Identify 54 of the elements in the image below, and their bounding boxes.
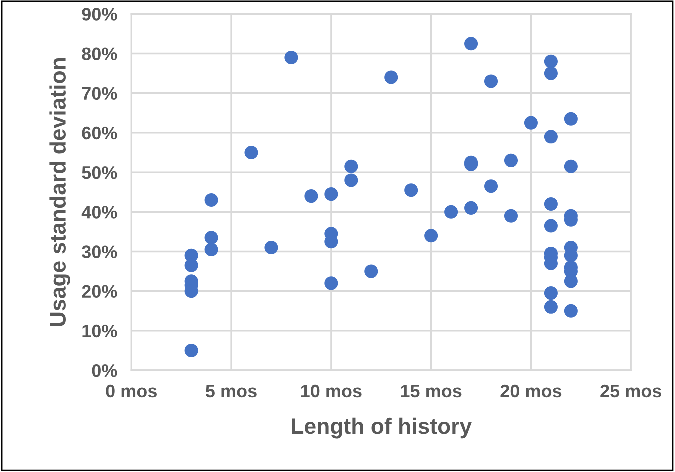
point [324, 276, 338, 290]
y-tick-label: 30% [82, 246, 118, 258]
point [204, 231, 218, 245]
point [544, 54, 558, 68]
point [464, 37, 478, 51]
point [344, 174, 358, 188]
point [504, 154, 518, 168]
point [184, 258, 198, 272]
point [204, 193, 218, 208]
point [544, 286, 558, 300]
y-tick-label: 10% [82, 324, 118, 338]
y-tick-label: 0% [92, 364, 118, 378]
x-tick-label: 15 mos [401, 385, 462, 398]
y-tick-label: 90% [82, 8, 118, 21]
point [264, 241, 278, 255]
point [544, 300, 558, 314]
point [564, 112, 578, 126]
point [284, 50, 298, 64]
y-tick-label: 80% [82, 48, 118, 60]
point [444, 205, 458, 219]
point [564, 160, 578, 174]
y-tick-label: 20% [82, 285, 118, 298]
point [244, 146, 258, 160]
x-tick-label: 5 mos [206, 385, 257, 398]
x-tick-label: 0 mos [106, 384, 157, 398]
point [484, 74, 498, 88]
point [424, 229, 438, 243]
y-axis-title: Usage standard deviation [50, 58, 70, 326]
point [504, 209, 518, 223]
point [544, 197, 558, 211]
point [544, 219, 558, 233]
point [564, 274, 578, 288]
point [484, 180, 498, 194]
point [364, 264, 378, 278]
y-tick-label: 70% [82, 87, 118, 100]
y-tick-label: 50% [82, 166, 118, 180]
point [344, 160, 358, 174]
point [404, 184, 418, 198]
point [524, 116, 538, 130]
point [544, 130, 558, 144]
point [464, 201, 478, 215]
point [384, 70, 398, 84]
point [324, 188, 338, 202]
x-tick-label: 25 mos [600, 384, 662, 398]
point [304, 190, 318, 204]
point [204, 242, 218, 257]
y-tick-label: 60% [82, 126, 118, 140]
point [184, 344, 198, 358]
x-tick-label: 20 mos [500, 384, 562, 398]
y-tick-label: 40% [82, 206, 118, 219]
x-tick-label: 10 mos [301, 384, 362, 398]
x-axis-title: Length of history [292, 418, 472, 439]
point [544, 66, 558, 80]
point [564, 304, 578, 318]
